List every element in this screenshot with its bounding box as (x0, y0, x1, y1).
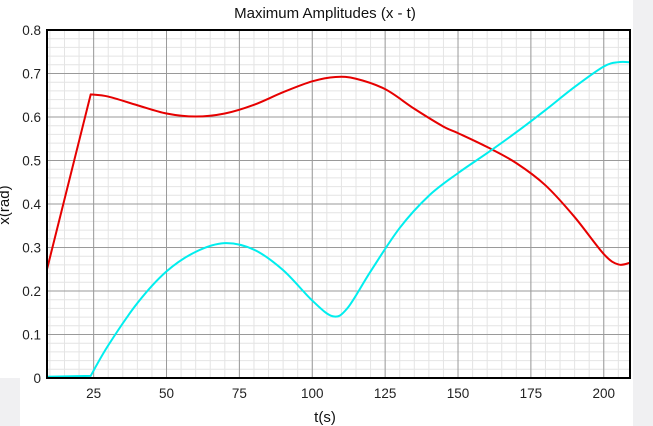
x-tick-label: 125 (374, 386, 397, 401)
series-line-2 (46, 60, 631, 378)
x-tick-label: 150 (447, 386, 470, 401)
window-margin-bottom (0, 378, 20, 426)
y-tick-label: 0.7 (22, 67, 41, 82)
grid-lines (47, 29, 630, 379)
y-tick-label: 0.6 (22, 110, 41, 125)
y-tick-label: 0 (33, 371, 41, 386)
window-margin (633, 0, 653, 426)
tick-labels: 25 50 75 100 125 150 175 200 0 0.1 0.2 0.3 0.4 0.5 0.6… (22, 23, 615, 401)
chart-title: Maximum Amplitudes (x - t) (234, 5, 416, 22)
x-tick-label: 25 (86, 386, 101, 401)
series-line-1 (46, 75, 631, 271)
series-layer (46, 60, 631, 378)
y-axis-label: x(rad) (0, 185, 13, 224)
x-tick-label: 100 (301, 386, 324, 401)
x-tick-label: 175 (520, 386, 543, 401)
y-tick-label: 0.4 (22, 197, 41, 212)
x-tick-label: 75 (232, 386, 247, 401)
y-tick-label: 0.1 (22, 328, 41, 343)
x-axis-label: t(s) (314, 409, 336, 426)
y-tick-label: 0.5 (22, 154, 41, 169)
y-tick-label: 0.8 (22, 23, 41, 38)
plot-area-frame (46, 29, 631, 379)
y-tick-label: 0.2 (22, 284, 41, 299)
y-tick-label: 0.3 (22, 241, 41, 256)
x-tick-label: 50 (159, 386, 174, 401)
x-tick-label: 200 (592, 386, 615, 401)
